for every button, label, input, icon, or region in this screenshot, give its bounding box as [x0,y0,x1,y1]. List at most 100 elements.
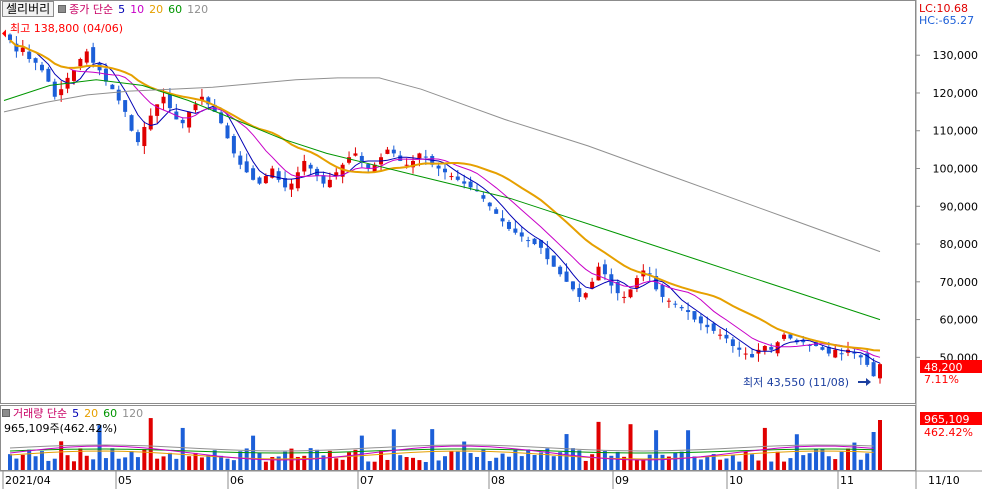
volume-bar [711,454,716,470]
candle-body [142,126,147,147]
volume-bar [436,460,441,470]
price-tick-label: 80,000 [940,238,979,251]
candle-body [558,266,563,275]
volume-bar [756,460,761,470]
volume-bar [487,461,492,470]
candle-body [91,47,96,63]
price-tick-label: 120,000 [933,87,979,100]
candle-body [327,179,332,188]
volume-bar [846,448,851,470]
volume-bar [180,427,185,470]
volume-bar [20,454,25,470]
candle-body [263,176,268,184]
candle-body [519,232,524,237]
volume-bar [103,458,108,470]
volume-bar [135,457,140,470]
volume-bar [718,459,723,470]
candle-body [839,353,844,355]
volume-bar [340,459,345,470]
volume-legend-ma5[interactable]: 5 [72,406,80,420]
candle-body [820,347,825,350]
candle-body [206,97,211,105]
volume-bar [494,457,499,470]
candle-body [135,132,140,143]
candle-body [231,136,236,154]
candle-body [14,43,19,52]
volume-bar [807,453,812,470]
candle-body [110,84,115,90]
legend-ma20[interactable]: 20 [149,2,164,16]
candle-body [78,58,83,67]
candle-body [711,323,716,331]
volume-bar [52,458,57,470]
stock-name-button[interactable]: 셀리버리 [2,1,55,17]
volume-legend-ma20[interactable]: 20 [84,406,99,420]
candle-body [103,68,108,82]
volume-bar [334,458,339,470]
volume-legend-ma60[interactable]: 60 [103,406,118,420]
volume-bar [46,460,51,470]
settings-square-icon[interactable] [58,5,67,13]
volume-bar [257,453,262,470]
candle-body [826,346,831,354]
candle-body [692,311,697,320]
volume-bar [385,459,390,470]
candle-body [155,104,160,116]
high-annotation: 최고 138,800 (04/06) [10,22,123,35]
date-label: 08 [491,474,505,487]
candle-body [238,155,243,165]
candle-body [686,310,691,313]
volume-bar [647,454,652,470]
volume-settings-square-icon[interactable] [2,409,10,417]
volume-bar [148,418,153,470]
candle-body [513,228,518,233]
candle-body [225,125,230,139]
volume-bar [570,448,575,470]
date-label: 06 [230,474,244,487]
legend-ma5[interactable]: 5 [118,2,126,16]
hc-label: HC:-65.27 [919,14,975,27]
legend-ma60[interactable]: 60 [168,2,183,16]
volume-bar [660,454,665,470]
legend-ma10[interactable]: 10 [130,2,145,16]
volume-bar [155,458,160,470]
candle-body [270,168,275,178]
volume-bar [366,461,371,470]
candle-body [20,47,25,52]
volume-bar [206,455,211,470]
legend-ma120[interactable]: 120 [187,2,209,16]
candle-body [455,176,460,180]
candle-body [564,271,569,282]
volume-legend-ma120[interactable]: 120 [122,406,144,420]
volume-bar [615,451,620,470]
candle-body [468,181,473,188]
candle-body [577,288,582,297]
candle-body [506,221,511,229]
volume-ma60-line [9,448,874,454]
current-price: 48,200 [924,361,963,374]
volume-bar [65,455,70,470]
candle-body [436,165,441,169]
candle-body [187,111,192,128]
price-axis-bg [916,0,982,489]
candle-body [167,94,172,109]
candle-body [602,264,607,275]
volume-bar [39,451,44,470]
volume-bar [545,448,550,470]
volume-bar [666,456,671,470]
volume-bar [878,420,882,470]
candle-body [302,160,307,172]
lc-label: LC:10.68 [919,2,969,15]
volume-bar [129,451,134,470]
candle-body [283,178,288,188]
volume-bar [724,458,729,470]
volume-bar [391,429,396,470]
candle-body [46,68,51,82]
candle-body [180,119,185,124]
date-label: 10 [729,474,743,487]
candle-body [724,334,729,339]
candle-body [673,303,678,305]
candle-body [443,168,447,173]
volume-bar [750,454,755,470]
